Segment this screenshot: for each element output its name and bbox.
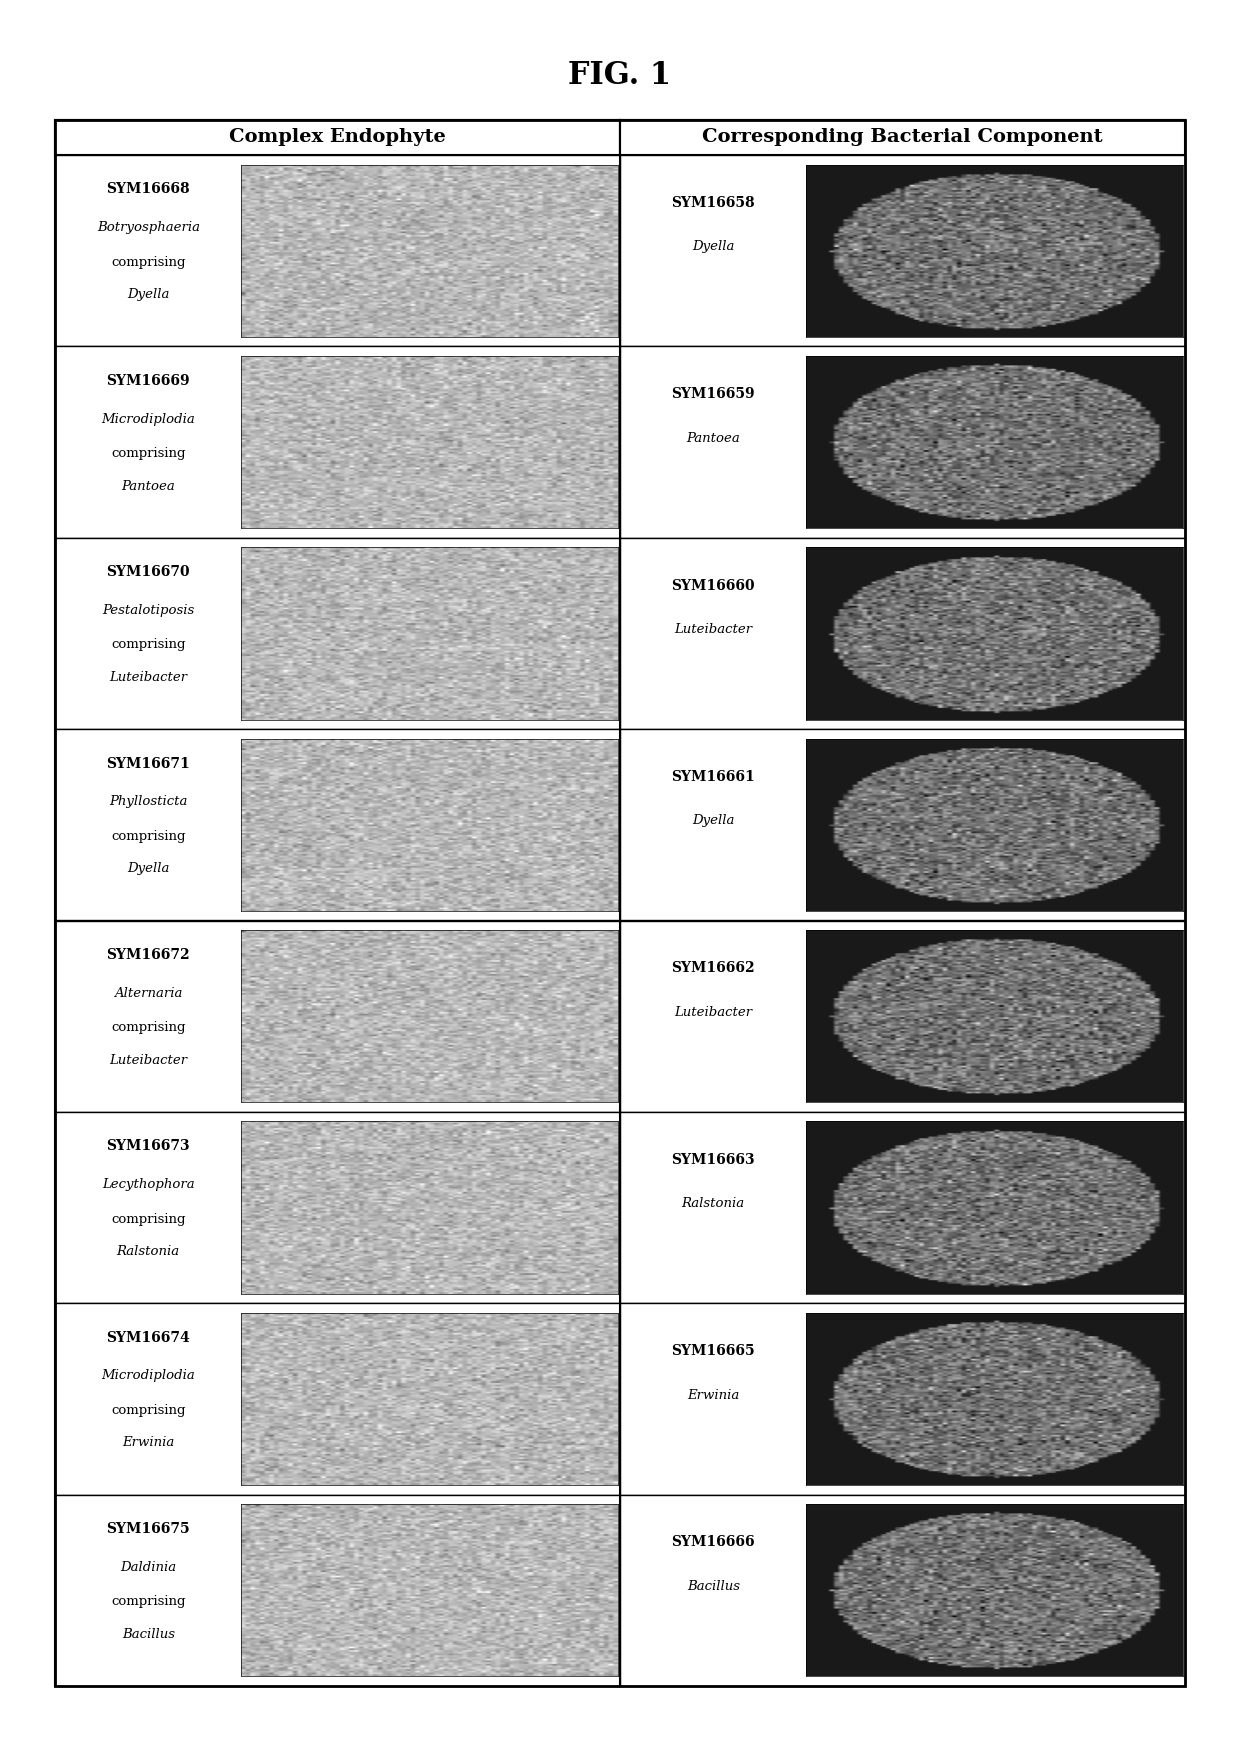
Text: Luteibacter: Luteibacter xyxy=(675,623,753,635)
Text: Phyllosticta: Phyllosticta xyxy=(109,796,187,808)
Text: Corresponding Bacterial Component: Corresponding Bacterial Component xyxy=(702,129,1102,146)
Bar xyxy=(620,538,1185,729)
Text: FIG. 1: FIG. 1 xyxy=(568,59,672,91)
Text: Complex Endophyte: Complex Endophyte xyxy=(229,129,446,146)
Text: SYM16673: SYM16673 xyxy=(107,1139,190,1153)
Text: SYM16675: SYM16675 xyxy=(107,1522,190,1536)
Text: SYM16662: SYM16662 xyxy=(671,961,755,975)
Text: Bacillus: Bacillus xyxy=(687,1581,740,1593)
Text: SYM16661: SYM16661 xyxy=(671,770,755,783)
Text: Luteibacter: Luteibacter xyxy=(109,1053,187,1067)
Text: Erwinia: Erwinia xyxy=(687,1389,739,1402)
Bar xyxy=(620,921,1185,1112)
Text: Luteibacter: Luteibacter xyxy=(675,1006,753,1018)
Bar xyxy=(55,120,1185,1685)
Text: Pantoea: Pantoea xyxy=(687,432,740,444)
Text: SYM16666: SYM16666 xyxy=(671,1536,755,1549)
Text: SYM16671: SYM16671 xyxy=(107,757,190,771)
Text: comprising: comprising xyxy=(110,447,186,460)
Text: Dyella: Dyella xyxy=(126,862,170,876)
Text: comprising: comprising xyxy=(110,830,186,843)
Bar xyxy=(620,155,1185,346)
Bar xyxy=(55,346,620,538)
Bar xyxy=(55,1112,620,1304)
Text: comprising: comprising xyxy=(110,256,186,268)
Bar xyxy=(620,120,1185,155)
Text: comprising: comprising xyxy=(110,1403,186,1417)
Text: Lecythophora: Lecythophora xyxy=(102,1179,195,1191)
Bar xyxy=(55,921,620,1112)
Bar xyxy=(620,729,1185,921)
Text: SYM16659: SYM16659 xyxy=(671,387,755,400)
Text: SYM16663: SYM16663 xyxy=(671,1153,755,1166)
Text: Luteibacter: Luteibacter xyxy=(109,670,187,684)
Bar xyxy=(620,1112,1185,1304)
Text: SYM16670: SYM16670 xyxy=(107,566,190,580)
Bar xyxy=(55,538,620,729)
Text: Ralstonia: Ralstonia xyxy=(682,1198,745,1210)
Text: comprising: comprising xyxy=(110,1022,186,1034)
Text: Bacillus: Bacillus xyxy=(122,1628,175,1640)
Text: SYM16658: SYM16658 xyxy=(671,195,755,211)
Text: Erwinia: Erwinia xyxy=(122,1436,175,1450)
Text: SYM16672: SYM16672 xyxy=(107,947,190,963)
Text: SYM16665: SYM16665 xyxy=(671,1344,755,1358)
Text: Microdiplodia: Microdiplodia xyxy=(102,1370,195,1382)
Text: SYM16668: SYM16668 xyxy=(107,183,190,197)
Bar xyxy=(55,729,620,921)
Text: Pestalotiposis: Pestalotiposis xyxy=(102,604,195,616)
Bar xyxy=(620,1304,1185,1494)
Text: comprising: comprising xyxy=(110,1212,186,1226)
Bar xyxy=(55,1494,620,1685)
Bar xyxy=(55,120,1185,1685)
Text: Microdiplodia: Microdiplodia xyxy=(102,413,195,425)
Text: Dyella: Dyella xyxy=(692,815,734,827)
Bar xyxy=(620,1494,1185,1685)
Text: Dyella: Dyella xyxy=(692,240,734,254)
Text: Botryosphaeria: Botryosphaeria xyxy=(97,221,200,235)
Bar xyxy=(55,155,620,346)
Text: SYM16660: SYM16660 xyxy=(671,578,755,592)
Text: comprising: comprising xyxy=(110,639,186,651)
Text: comprising: comprising xyxy=(110,1595,186,1609)
Bar xyxy=(55,120,620,155)
Bar xyxy=(55,1304,620,1494)
Text: SYM16669: SYM16669 xyxy=(107,374,190,388)
Text: Alternaria: Alternaria xyxy=(114,987,182,999)
Text: Pantoea: Pantoea xyxy=(122,479,175,493)
Text: SYM16674: SYM16674 xyxy=(107,1330,190,1344)
Text: Ralstonia: Ralstonia xyxy=(117,1245,180,1259)
Text: Dyella: Dyella xyxy=(126,289,170,301)
Bar xyxy=(620,346,1185,538)
Text: Daldinia: Daldinia xyxy=(120,1562,176,1574)
